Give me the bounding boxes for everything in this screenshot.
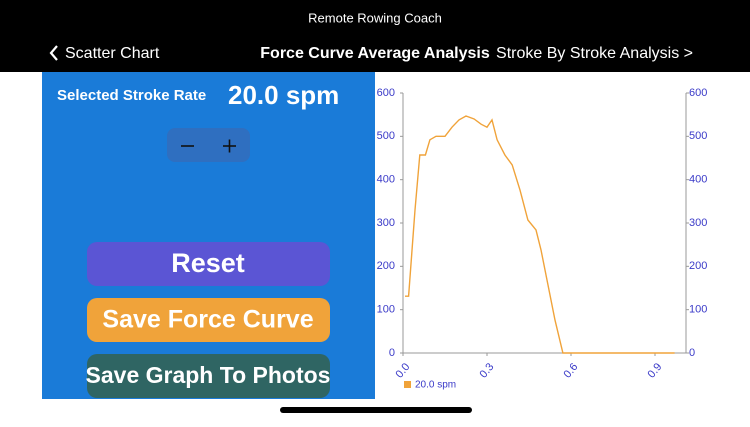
force-line [405, 115, 675, 354]
save-curve-button[interactable]: Save Force Curve [87, 298, 330, 342]
y2-tick-label: 600 [689, 87, 707, 99]
app-title: Remote Rowing Coach [308, 10, 442, 25]
y-tick-label: 500 [377, 130, 395, 142]
x-tick-label: 0.9 [645, 361, 664, 380]
stroke-rate-label: Selected Stroke Rate [57, 87, 206, 104]
legend-label: 20.0 spm [415, 380, 456, 391]
y-tick-label: 600 [377, 87, 395, 99]
save-photos-button[interactable]: Save Graph To Photos [86, 354, 331, 398]
y2-tick-label: 200 [689, 260, 707, 272]
x-tick-label: 0.3 [477, 361, 496, 380]
nav-bar [0, 0, 750, 72]
legend-swatch [404, 381, 411, 388]
reset-bg [87, 242, 330, 286]
y2-tick-label: 500 [689, 130, 707, 142]
x-tick-label: 0.6 [561, 361, 580, 380]
forward-link[interactable]: Stroke By Stroke Analysis > [496, 45, 693, 62]
reset-button[interactable]: Reset [87, 242, 330, 286]
back-label[interactable]: Scatter Chart [65, 45, 160, 62]
back-chevron [49, 45, 58, 61]
save-curve-label[interactable]: Save Force Curve [102, 306, 313, 334]
stepper-bg [167, 128, 250, 162]
save-photos-bg [87, 354, 330, 398]
y-tick-label: 200 [377, 260, 395, 272]
y2-tick-label: 400 [689, 174, 707, 186]
y-tick-label: 300 [377, 217, 395, 229]
reset-label[interactable]: Reset [171, 248, 245, 278]
control-panel [42, 72, 375, 399]
save-photos-label[interactable]: Save Graph To Photos [86, 362, 331, 388]
stepper[interactable] [167, 128, 250, 162]
save-curve-bg [87, 298, 330, 342]
force-curve-chart: 0 100 200 300 400 500 600 0 100 200 300 400 500 600 0.… [377, 87, 708, 391]
back-button[interactable]: Scatter Chart [49, 45, 160, 62]
x-tick-label: 0.0 [393, 361, 412, 380]
y-tick-label: 100 [377, 304, 395, 316]
y2-tick-label: 0 [689, 347, 695, 359]
y-tick-label: 0 [389, 347, 395, 359]
y-tick-label: 400 [377, 174, 395, 186]
y2-tick-label: 300 [689, 217, 707, 229]
page-title: Force Curve Average Analysis [260, 45, 490, 62]
y2-tick-label: 100 [689, 304, 707, 316]
home-indicator [280, 407, 472, 413]
stroke-rate-value: 20.0 spm [228, 80, 339, 110]
